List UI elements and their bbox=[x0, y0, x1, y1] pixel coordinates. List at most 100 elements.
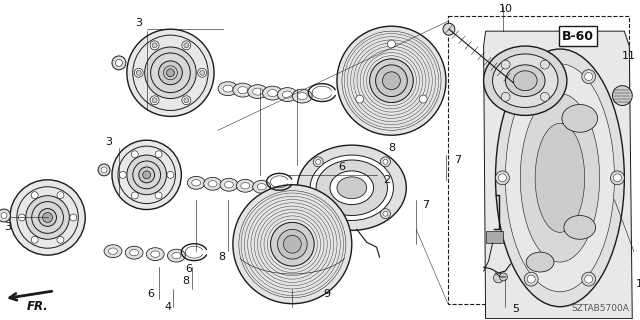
Circle shape bbox=[585, 73, 593, 81]
Ellipse shape bbox=[292, 89, 312, 103]
Circle shape bbox=[540, 60, 549, 69]
Ellipse shape bbox=[268, 90, 278, 97]
Circle shape bbox=[582, 70, 596, 84]
Circle shape bbox=[152, 98, 157, 103]
Circle shape bbox=[38, 209, 56, 226]
Circle shape bbox=[524, 70, 538, 84]
Circle shape bbox=[383, 211, 388, 216]
Bar bbox=[448, 16, 629, 304]
Circle shape bbox=[131, 192, 138, 199]
Circle shape bbox=[139, 167, 155, 183]
Ellipse shape bbox=[172, 252, 181, 259]
Ellipse shape bbox=[520, 94, 600, 262]
Text: 1: 1 bbox=[636, 279, 640, 289]
Circle shape bbox=[127, 155, 166, 195]
Circle shape bbox=[57, 192, 64, 199]
Circle shape bbox=[198, 68, 207, 77]
Ellipse shape bbox=[238, 87, 248, 94]
Text: 7: 7 bbox=[422, 200, 429, 210]
Text: 11: 11 bbox=[622, 51, 636, 61]
Circle shape bbox=[613, 174, 621, 182]
Circle shape bbox=[337, 26, 446, 135]
Ellipse shape bbox=[330, 171, 374, 204]
Circle shape bbox=[585, 275, 593, 283]
Text: 8: 8 bbox=[388, 143, 395, 153]
Circle shape bbox=[271, 222, 314, 266]
Circle shape bbox=[19, 214, 25, 221]
Circle shape bbox=[31, 192, 38, 199]
Circle shape bbox=[582, 272, 596, 286]
Text: 2: 2 bbox=[383, 175, 390, 185]
Ellipse shape bbox=[564, 215, 596, 239]
Ellipse shape bbox=[506, 64, 614, 292]
Circle shape bbox=[120, 172, 126, 178]
Ellipse shape bbox=[151, 251, 160, 257]
Circle shape bbox=[115, 60, 122, 66]
Circle shape bbox=[443, 23, 455, 35]
Ellipse shape bbox=[493, 54, 558, 108]
Circle shape bbox=[527, 73, 535, 81]
Circle shape bbox=[26, 196, 69, 239]
Ellipse shape bbox=[282, 91, 292, 98]
Text: 3: 3 bbox=[4, 222, 12, 232]
Ellipse shape bbox=[218, 82, 238, 96]
Circle shape bbox=[540, 92, 549, 101]
Text: FR.: FR. bbox=[27, 300, 49, 313]
Ellipse shape bbox=[223, 85, 233, 92]
Text: 10: 10 bbox=[499, 4, 513, 14]
Circle shape bbox=[356, 95, 364, 103]
Circle shape bbox=[313, 157, 323, 167]
Circle shape bbox=[167, 172, 174, 178]
Circle shape bbox=[316, 159, 321, 164]
Circle shape bbox=[184, 98, 189, 103]
Ellipse shape bbox=[192, 180, 201, 186]
Ellipse shape bbox=[241, 183, 250, 189]
Ellipse shape bbox=[109, 248, 117, 254]
Circle shape bbox=[383, 72, 401, 90]
Circle shape bbox=[493, 273, 504, 283]
Circle shape bbox=[200, 70, 205, 75]
Ellipse shape bbox=[253, 180, 271, 193]
Circle shape bbox=[70, 214, 77, 221]
Circle shape bbox=[166, 69, 175, 77]
Ellipse shape bbox=[225, 182, 234, 188]
Ellipse shape bbox=[298, 92, 307, 100]
Circle shape bbox=[184, 43, 189, 48]
Circle shape bbox=[501, 92, 510, 101]
Ellipse shape bbox=[220, 178, 238, 191]
Polygon shape bbox=[484, 31, 632, 319]
Circle shape bbox=[127, 29, 214, 116]
Circle shape bbox=[182, 41, 191, 50]
Ellipse shape bbox=[506, 65, 545, 97]
Circle shape bbox=[527, 275, 535, 283]
Circle shape bbox=[381, 157, 390, 167]
Ellipse shape bbox=[130, 250, 139, 256]
Circle shape bbox=[150, 41, 159, 50]
Text: 8: 8 bbox=[182, 276, 189, 286]
Ellipse shape bbox=[253, 88, 262, 95]
Circle shape bbox=[152, 43, 157, 48]
Text: 5: 5 bbox=[512, 304, 519, 314]
Ellipse shape bbox=[257, 184, 266, 190]
Circle shape bbox=[284, 235, 301, 253]
Ellipse shape bbox=[535, 123, 585, 232]
Circle shape bbox=[313, 209, 323, 219]
Ellipse shape bbox=[612, 86, 632, 106]
Text: 6: 6 bbox=[339, 162, 346, 172]
Circle shape bbox=[316, 211, 321, 216]
Circle shape bbox=[383, 159, 388, 164]
Ellipse shape bbox=[233, 83, 253, 97]
Text: 4: 4 bbox=[165, 302, 172, 312]
Circle shape bbox=[182, 96, 191, 105]
Circle shape bbox=[495, 171, 509, 185]
Circle shape bbox=[150, 96, 159, 105]
Ellipse shape bbox=[104, 245, 122, 258]
Circle shape bbox=[233, 185, 352, 304]
Circle shape bbox=[155, 151, 162, 158]
Circle shape bbox=[10, 180, 85, 255]
Text: 3: 3 bbox=[135, 18, 142, 28]
Ellipse shape bbox=[236, 179, 254, 192]
Circle shape bbox=[112, 56, 126, 70]
Circle shape bbox=[57, 236, 64, 243]
Text: 3: 3 bbox=[106, 137, 113, 147]
